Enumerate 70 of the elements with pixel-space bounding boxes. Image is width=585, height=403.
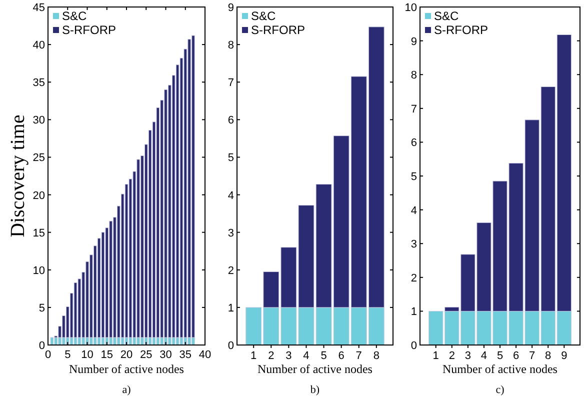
x-tick-label: 4 bbox=[303, 350, 310, 362]
y-tick-label: 7 bbox=[228, 77, 234, 90]
y-tick-label: 9 bbox=[410, 36, 417, 48]
y-tick-label: 20 bbox=[32, 190, 45, 202]
x-tick-label: 9 bbox=[561, 350, 568, 362]
text: b) bbox=[310, 384, 320, 396]
legend-label: S-RFORP bbox=[434, 23, 488, 37]
x-tick-label: 15 bbox=[100, 349, 113, 361]
x-axis-title: Number of active nodes bbox=[69, 362, 184, 376]
legend-label: S-RFORP bbox=[251, 23, 305, 37]
x-tick-label: 25 bbox=[140, 349, 152, 361]
legend-label: S&C bbox=[62, 9, 88, 23]
y-tick-label: 6 bbox=[410, 137, 417, 150]
y-tick-label: 35 bbox=[32, 77, 45, 90]
y-tick-label: 0 bbox=[410, 340, 417, 352]
x-tick-label: 5 bbox=[64, 349, 71, 361]
y-tick-label: 40 bbox=[32, 40, 45, 52]
x-tick-label: 4 bbox=[480, 350, 488, 362]
x-tick-label: 35 bbox=[179, 349, 192, 361]
x-tick-label: 1 bbox=[432, 350, 439, 362]
y-tick-label: 9 bbox=[228, 2, 234, 14]
x-tick-label: 5 bbox=[320, 350, 327, 362]
y-tick-label: 3 bbox=[410, 238, 417, 251]
y-tick-label: 10 bbox=[32, 264, 45, 277]
y-tick-label: 1 bbox=[410, 306, 417, 318]
x-tick-label: 20 bbox=[120, 349, 133, 361]
y-tick-label: 8 bbox=[410, 70, 417, 82]
legend-label: S-RFORP bbox=[62, 23, 116, 37]
x-tick-label: 7 bbox=[529, 350, 536, 362]
x-tick-label: 7 bbox=[356, 350, 362, 362]
x-tick-label: 6 bbox=[338, 350, 344, 362]
y-tick-label: 1 bbox=[228, 302, 234, 314]
y-tick-label: 8 bbox=[228, 40, 234, 52]
y-tick-label: 3 bbox=[228, 227, 234, 240]
x-axis-title: Number of active nodes bbox=[258, 362, 373, 376]
y-tick-label: 10 bbox=[404, 2, 417, 14]
y-tick-label: 0 bbox=[228, 340, 234, 352]
y-tick-label: 0 bbox=[38, 340, 45, 352]
legend-label: S&C bbox=[434, 9, 460, 23]
x-tick-label: 2 bbox=[268, 350, 274, 362]
y-tick-label: 4 bbox=[410, 204, 417, 217]
x-tick-label: 30 bbox=[160, 349, 172, 361]
text: a) bbox=[122, 384, 132, 396]
x-tick-label: 3 bbox=[464, 350, 471, 362]
y-tick-label: 25 bbox=[32, 152, 45, 164]
x-tick-label: 2 bbox=[448, 350, 455, 362]
x-tick-label: 10 bbox=[81, 349, 94, 361]
x-tick-label: 1 bbox=[250, 350, 257, 362]
y-tick-label: 2 bbox=[228, 264, 234, 277]
x-tick-label: 5 bbox=[496, 350, 504, 362]
y-tick-label: 30 bbox=[32, 114, 45, 127]
legend-label: S&C bbox=[251, 9, 276, 23]
bar bbox=[50, 337, 54, 346]
y-tick-label: 4 bbox=[228, 190, 234, 202]
y-tick-label: 45 bbox=[32, 2, 45, 14]
x-tick-label: 6 bbox=[512, 350, 520, 362]
x-tick-label: 8 bbox=[373, 350, 380, 362]
y-tick-label: 6 bbox=[228, 114, 234, 127]
y-tick-label: 7 bbox=[410, 103, 417, 116]
y-tick-label: 15 bbox=[32, 227, 45, 240]
y-tick-label: 5 bbox=[410, 171, 417, 183]
y-tick-label: 5 bbox=[38, 302, 45, 314]
x-axis-title: Number of active nodes bbox=[442, 362, 558, 376]
y-tick-label: 2 bbox=[410, 272, 417, 284]
x-tick-label: 40 bbox=[198, 349, 212, 361]
x-tick-label: 8 bbox=[545, 350, 552, 362]
y-axis-title: Discovery time bbox=[7, 114, 29, 238]
y-tick-label: 5 bbox=[228, 152, 234, 164]
text: c) bbox=[496, 384, 505, 396]
x-tick-label: 3 bbox=[286, 350, 292, 362]
